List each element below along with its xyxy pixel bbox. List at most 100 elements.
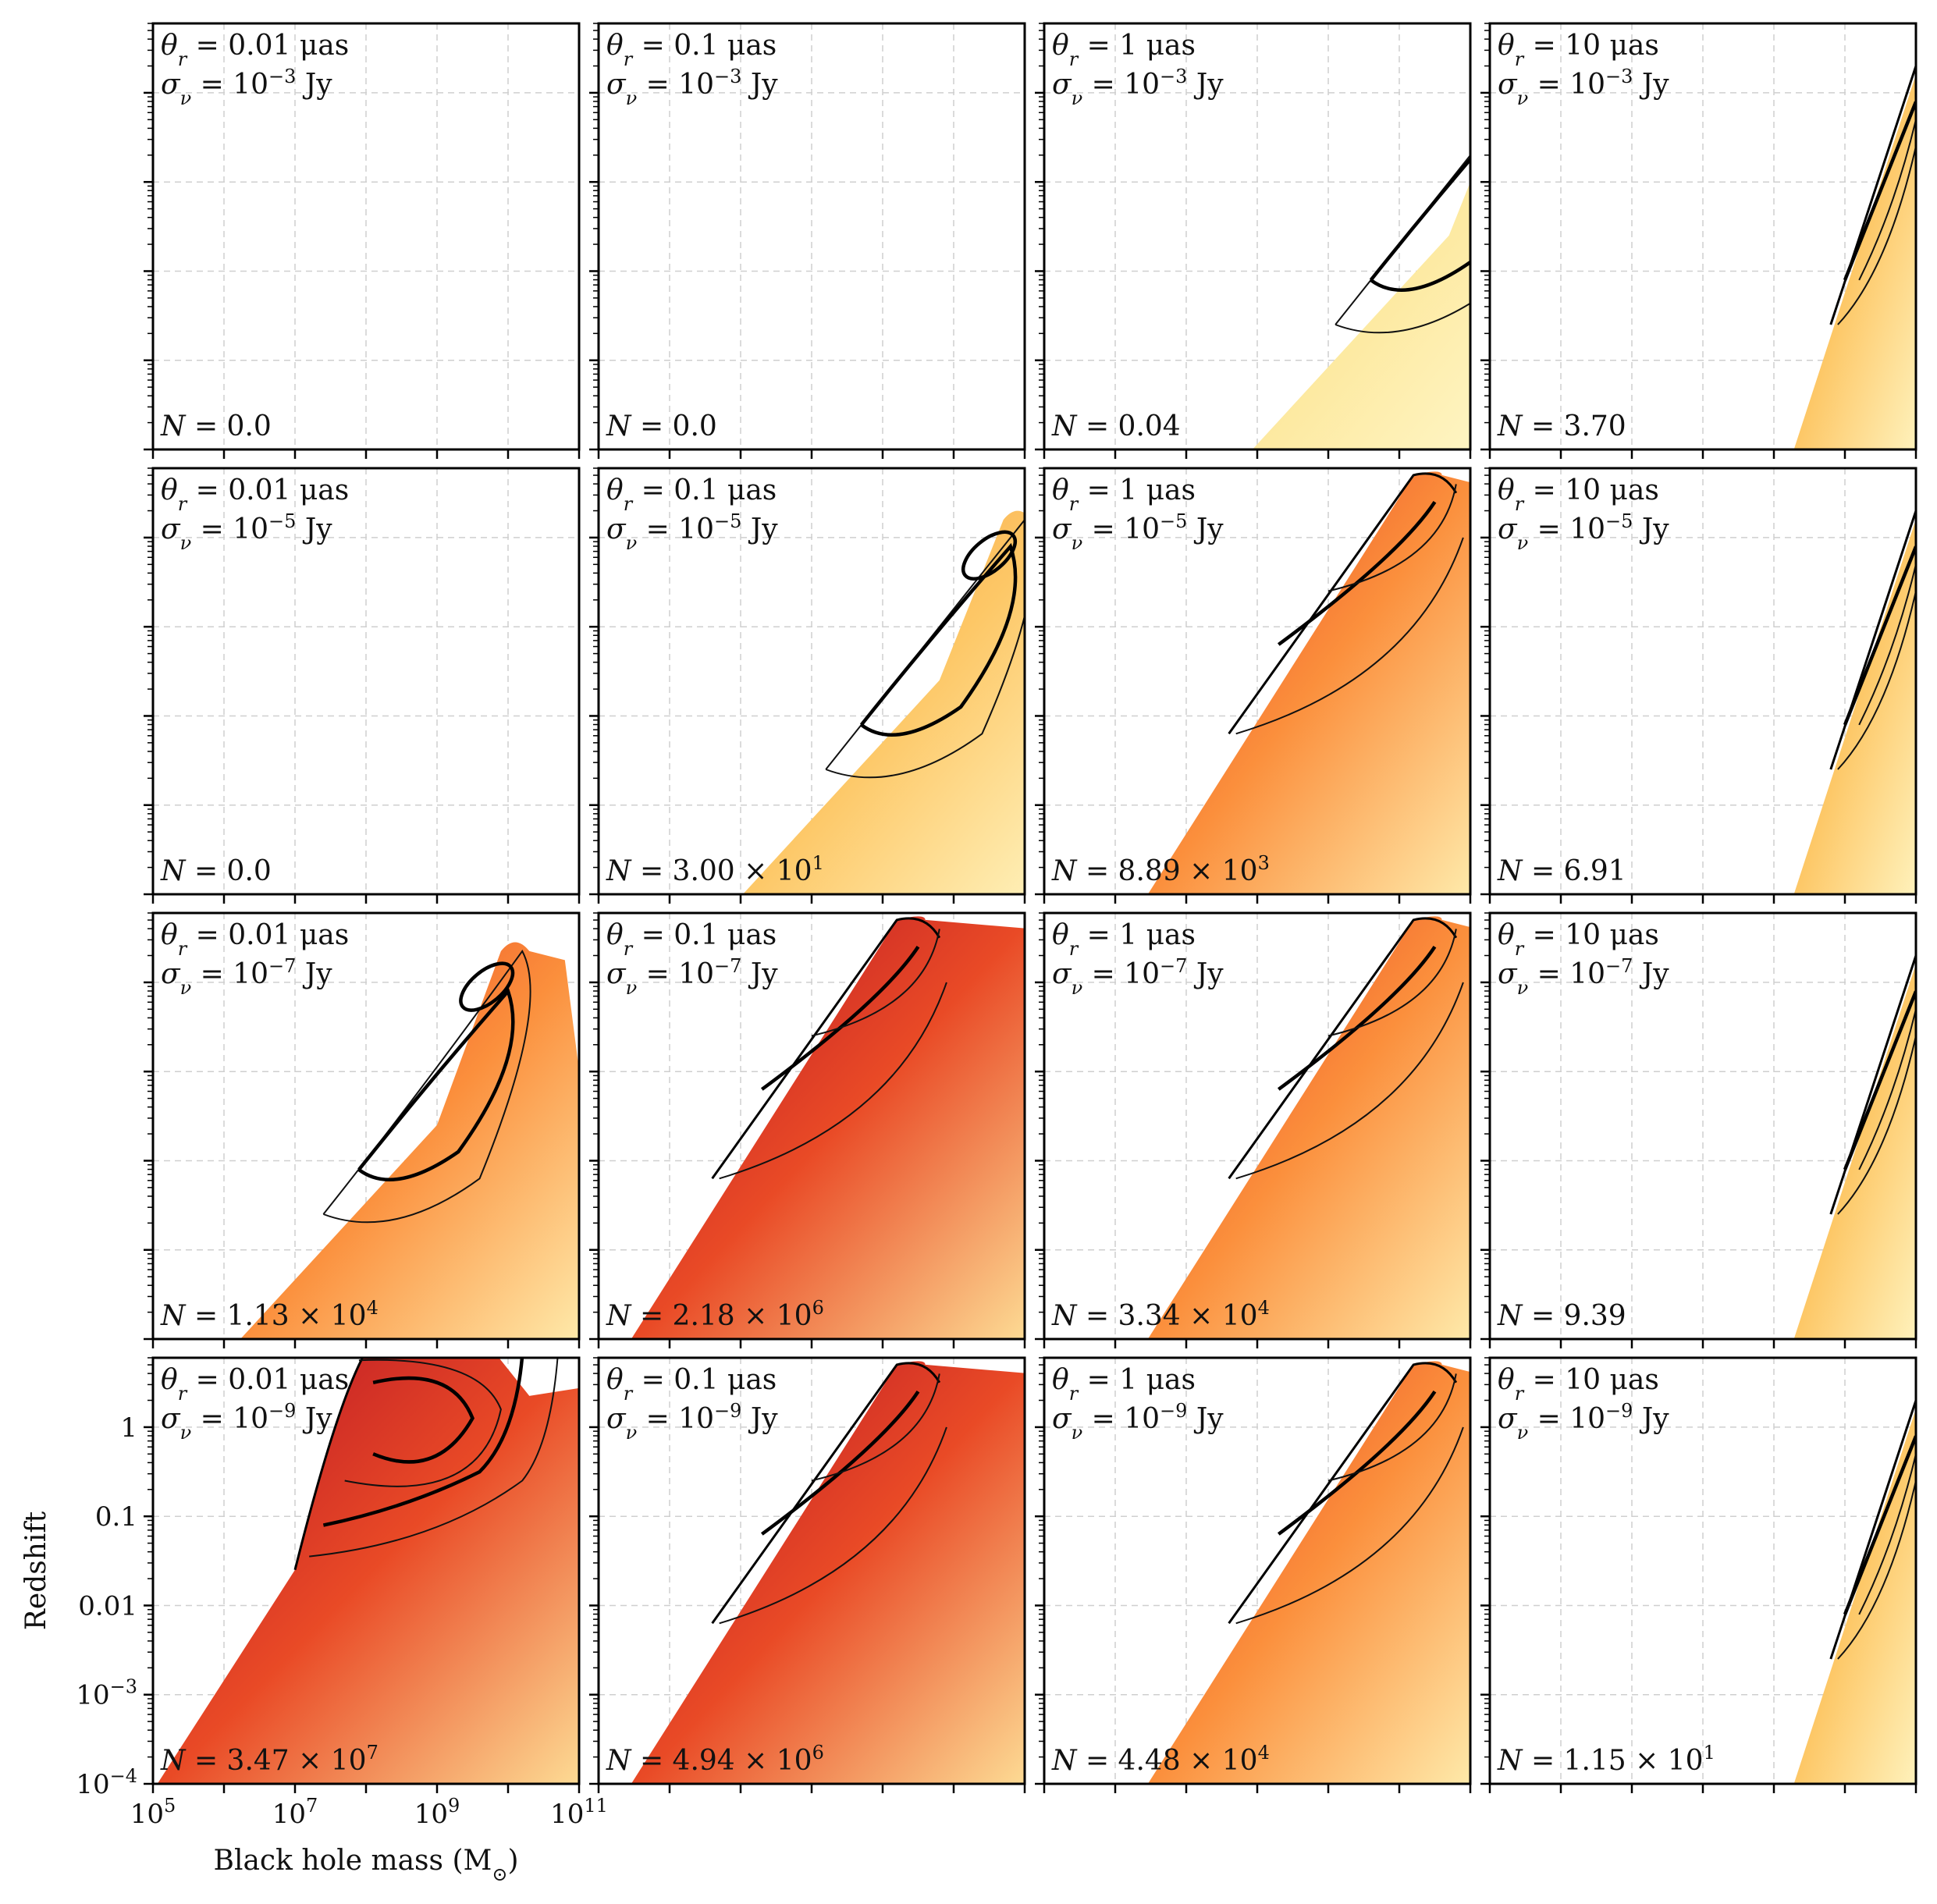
contour-line — [1858, 563, 1916, 726]
density-region — [157, 1358, 579, 1784]
contour-line — [322, 950, 531, 1224]
n-count-label: N = 2.18 × 106 — [606, 1297, 824, 1332]
theta-label: θr = 1 μas — [1052, 1364, 1196, 1405]
contour-line — [1843, 1435, 1916, 1615]
density-region — [1793, 510, 1916, 894]
contour-line — [1858, 1008, 1916, 1170]
contour-line — [357, 987, 515, 1181]
density-region — [1793, 1400, 1916, 1784]
sigma-label: σν = 10−9 Jy — [1498, 1400, 1669, 1444]
sigma-label: σν = 10−3 Jy — [1052, 66, 1224, 109]
theta-label: θr = 0.01 μas — [161, 919, 349, 960]
n-count-label: N = 9.39 — [1497, 1300, 1626, 1332]
n-count-label: N = 3.70 — [1497, 410, 1626, 442]
density-region — [240, 942, 579, 1339]
density-region — [742, 510, 1025, 894]
n-count-label: N = 3.00 × 101 — [606, 852, 824, 887]
contour-line — [1277, 500, 1437, 646]
contour-line — [1843, 990, 1916, 1170]
theta-label: θr = 10 μas — [1498, 474, 1659, 515]
contour-line — [1837, 146, 1916, 325]
theta-label: θr = 0.1 μas — [606, 919, 777, 960]
panel-frame — [151, 467, 581, 896]
region-boundary — [1228, 917, 1458, 1180]
contour-line — [1235, 982, 1464, 1180]
contour-line — [322, 1358, 524, 1527]
theta-label: θr = 0.1 μas — [606, 1364, 777, 1405]
panel-frame — [597, 22, 1026, 451]
theta-label: θr = 10 μas — [1498, 919, 1659, 960]
sigma-label: σν = 10−9 Jy — [1052, 1400, 1224, 1444]
density-region — [1147, 471, 1470, 894]
detectable-region — [742, 510, 1025, 894]
n-count-label: N = 0.0 — [606, 410, 717, 442]
contour-line — [1277, 1390, 1437, 1536]
contour-line — [811, 929, 940, 1037]
detectable-region — [1147, 916, 1470, 1339]
contour-line — [1235, 1426, 1464, 1625]
contour-line — [1277, 945, 1437, 1091]
region-boundary — [1829, 510, 1916, 770]
region-boundary — [293, 1358, 364, 1571]
theta-label: θr = 0.01 μas — [161, 30, 349, 70]
panel-frame — [1488, 22, 1917, 451]
y-tick-label: 10−3 — [76, 1676, 137, 1711]
contour-line — [1837, 1480, 1916, 1660]
contour-line — [760, 1390, 920, 1536]
density-region — [1793, 955, 1916, 1339]
theta-label: θr = 1 μas — [1052, 30, 1196, 70]
contour-line — [1843, 101, 1916, 281]
n-count-label: N = 1.15 × 101 — [1497, 1742, 1715, 1777]
region-boundary — [1829, 955, 1916, 1215]
x-tick-label: 105 — [130, 1795, 176, 1830]
detectable-region — [1147, 1361, 1470, 1784]
region-boundary — [1228, 1362, 1458, 1625]
panel-grid: θr = 0.01 μas σν = 10−3 Jy N = 0.0 θr = 0.1… — [144, 22, 1917, 1793]
theta-label: θr = 0.1 μas — [606, 474, 777, 515]
y-tick-label: 10−4 — [76, 1765, 137, 1800]
density-region — [631, 916, 1025, 1339]
detectable-region — [1793, 74, 1916, 449]
region-boundary — [1829, 66, 1916, 325]
contour-line — [1837, 1035, 1916, 1215]
y-tick-label: 0.01 — [78, 1590, 137, 1622]
detectable-region — [631, 916, 1025, 1339]
sigma-label: σν = 10−3 Jy — [606, 66, 778, 109]
n-count-label: N = 4.48 × 104 — [1051, 1742, 1270, 1777]
sigma-label: σν = 10−9 Jy — [606, 1400, 778, 1444]
n-count-label: N = 8.89 × 103 — [1051, 852, 1270, 887]
theta-label: θr = 10 μas — [1498, 1364, 1659, 1405]
contour-line — [1327, 929, 1457, 1037]
n-count-label: N = 0.04 — [1051, 410, 1181, 442]
n-count-label: N = 0.0 — [160, 855, 272, 887]
x-axis-title: Black hole mass (M⊙) — [213, 1845, 518, 1885]
sigma-label: σν = 10−5 Jy — [606, 510, 778, 554]
contour-line — [719, 982, 947, 1180]
panel-frame — [1043, 1356, 1472, 1785]
density-region — [1252, 154, 1470, 449]
panel-frame — [1043, 467, 1472, 896]
region-boundary — [711, 917, 941, 1180]
sigma-label: σν = 10−9 Jy — [161, 1400, 332, 1444]
n-count-label: N = 0.0 — [160, 410, 272, 442]
panel-frame — [151, 22, 581, 451]
x-tick-label: 109 — [414, 1795, 460, 1830]
sigma-label: σν = 10−5 Jy — [1498, 510, 1669, 554]
n-count-label: N = 3.47 × 107 — [160, 1742, 379, 1777]
contour-line — [811, 1373, 940, 1482]
sigma-label: σν = 10−5 Jy — [161, 510, 332, 554]
panel-frame — [151, 1356, 581, 1785]
theta-label: θr = 1 μas — [1052, 474, 1196, 515]
